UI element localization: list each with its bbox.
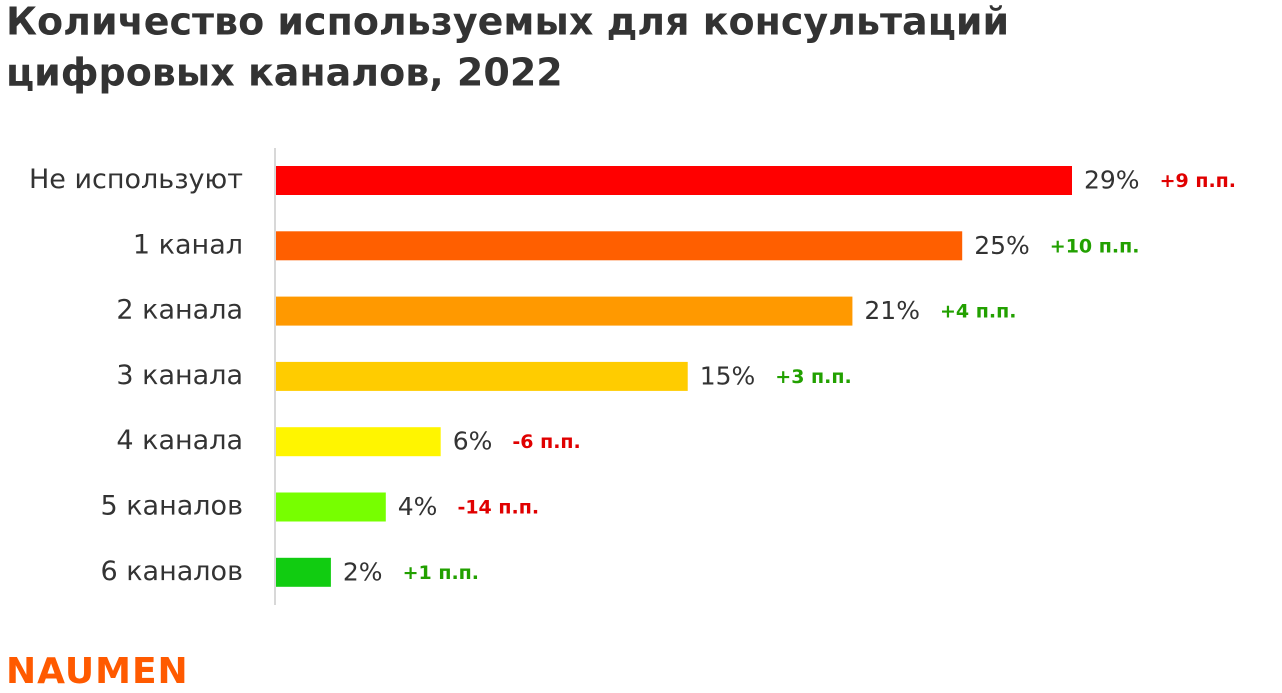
value-label: 29% xyxy=(1084,166,1140,195)
bar xyxy=(276,492,386,522)
value-label: 15% xyxy=(700,361,756,390)
bar xyxy=(276,557,331,587)
category-label: 3 канала xyxy=(116,360,243,391)
category-label: 4 канала xyxy=(116,425,243,456)
change-label: +1 п.п. xyxy=(403,562,479,584)
chart-title: цифровых каналов, 2022 xyxy=(6,51,563,95)
bar xyxy=(276,361,688,391)
category-label: 6 каналов xyxy=(100,556,243,587)
bar xyxy=(276,231,963,261)
change-label: +4 п.п. xyxy=(940,301,1016,323)
change-label: +10 п.п. xyxy=(1050,235,1140,257)
bar xyxy=(276,427,441,457)
value-label: 25% xyxy=(974,231,1030,260)
change-label: -14 п.п. xyxy=(457,497,539,519)
change-label: +3 п.п. xyxy=(775,366,851,388)
category-label: Не используют xyxy=(29,164,243,195)
value-label: 21% xyxy=(864,296,920,325)
logo: NAUMEN xyxy=(6,651,189,692)
bar xyxy=(276,296,853,326)
bar xyxy=(276,166,1072,195)
change-label: +9 п.п. xyxy=(1160,170,1236,192)
value-label: 2% xyxy=(343,557,383,586)
category-label: 1 канал xyxy=(133,229,243,260)
change-label: -6 п.п. xyxy=(512,431,580,453)
chart-title: Количество используемых для консультаций xyxy=(6,0,1009,44)
value-label: 6% xyxy=(453,427,493,456)
category-label: 5 каналов xyxy=(100,491,243,522)
category-label: 2 канала xyxy=(116,295,243,326)
value-label: 4% xyxy=(398,492,438,521)
